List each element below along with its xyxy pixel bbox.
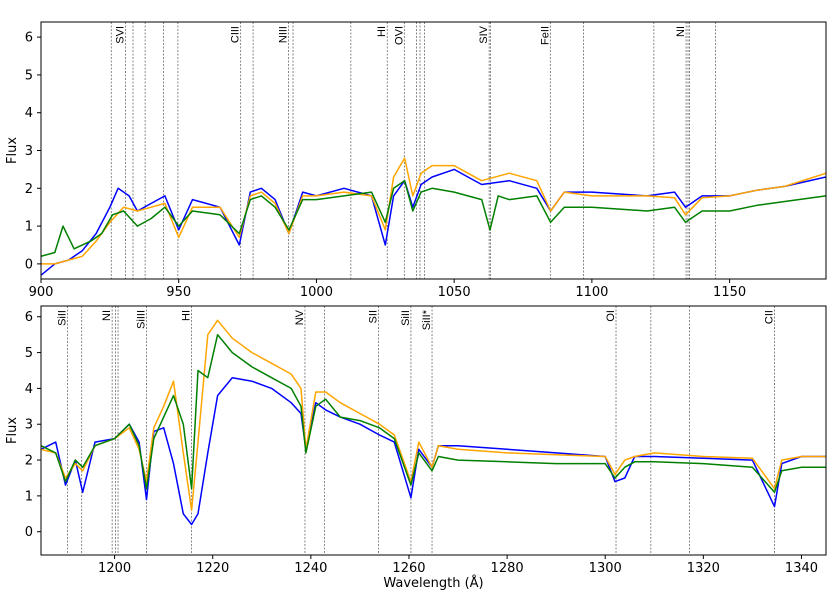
line-marker-label: SII (368, 310, 380, 323)
x-tick-label: 1000 (300, 285, 333, 300)
line-marker-label: NI (675, 26, 687, 37)
x-tick-label: 1240 (294, 561, 327, 576)
x-tick-label: 1220 (196, 561, 229, 576)
line-marker-label: HI (376, 26, 388, 37)
y-axis-label: Flux (5, 137, 20, 164)
y-tick-label: 6 (25, 31, 33, 46)
line-marker-label: SiIII (135, 310, 147, 329)
x-tick-label: 1340 (785, 561, 818, 576)
line-marker-label: NV (294, 309, 306, 325)
x-tick-label: 950 (166, 285, 191, 300)
line-marker-label: CII (763, 310, 775, 324)
line-marker-label: NIII (277, 26, 289, 43)
series-blue-line (41, 168, 826, 276)
series-orange-line (41, 319, 826, 511)
x-tick-label: 1280 (491, 561, 524, 576)
line-marker-label: SiII* (421, 309, 433, 330)
line-marker-label: OI (605, 310, 617, 322)
line-marker-label: SiII (400, 310, 412, 326)
line-marker-label: NI (101, 310, 113, 321)
y-tick-label: 0 (25, 525, 33, 540)
bottom-panel: SiII NI SiIII HI NV SII SiII SiII* OI CII 1200 1220… (5, 305, 827, 591)
y-tick-label: 6 (25, 310, 33, 325)
y-tick-label: 1 (25, 220, 33, 235)
series-green-line (41, 179, 826, 258)
y-tick-label: 0 (25, 257, 33, 272)
series-green-line (41, 333, 826, 494)
line-marker-label: SiII (56, 310, 68, 326)
line-marker-label: HI (181, 310, 193, 321)
x-tick-label: 1200 (98, 561, 131, 576)
line-marker-label: CIII (230, 26, 242, 43)
x-tick-label: 1050 (438, 285, 471, 300)
plot-frame (40, 305, 827, 556)
y-tick-label: 5 (25, 346, 33, 361)
series-blue-line (41, 376, 826, 526)
x-tick-label: 900 (29, 285, 54, 300)
y-tick-label: 5 (25, 68, 33, 83)
x-tick-label: 1320 (687, 561, 720, 576)
y-tick-label: 2 (25, 182, 33, 197)
plot-frame (40, 21, 827, 280)
y-tick-label: 4 (25, 382, 33, 397)
x-tick-label: 1300 (589, 561, 622, 576)
line-marker-label: SIV (478, 25, 490, 43)
top-panel: SVI CIII NIII HI OVI SIV FeII NI 900 950 1000 1050 1… (5, 21, 827, 300)
x-tick-label: 1100 (575, 285, 608, 300)
y-axis-label: Flux (5, 417, 20, 444)
series-orange-line (41, 157, 826, 265)
y-tick-label: 3 (25, 144, 33, 159)
y-tick-label: 1 (25, 489, 33, 504)
x-tick-label: 1260 (392, 561, 425, 576)
y-tick-label: 4 (25, 106, 33, 121)
line-marker-label: OVI (393, 26, 405, 45)
y-tick-label: 3 (25, 418, 33, 433)
line-marker-label: SVI (115, 26, 127, 44)
line-marker-label: FeII (539, 26, 551, 45)
y-tick-label: 2 (25, 454, 33, 469)
x-tick-label: 1150 (713, 285, 746, 300)
x-axis-label: Wavelength (Å) (383, 575, 483, 591)
